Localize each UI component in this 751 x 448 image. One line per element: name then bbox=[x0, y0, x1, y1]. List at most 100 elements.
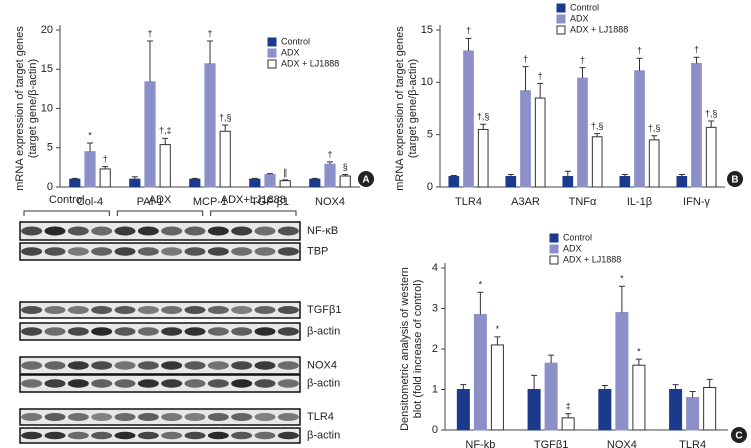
significance-mark: † bbox=[327, 149, 332, 159]
band-label: β-actin bbox=[307, 325, 340, 337]
y-axis-label: mRNA expression of target genes bbox=[14, 26, 26, 191]
legend-label: Control bbox=[281, 36, 310, 46]
significance-mark: * bbox=[479, 280, 483, 290]
blot-band bbox=[254, 327, 276, 336]
blot-band bbox=[91, 226, 113, 236]
blot-band bbox=[277, 306, 299, 314]
group-bracket bbox=[116, 210, 204, 216]
blot-band bbox=[21, 379, 43, 388]
bar bbox=[676, 176, 688, 188]
blot-band bbox=[231, 431, 253, 440]
error-bar bbox=[531, 374, 538, 390]
bar bbox=[189, 178, 201, 188]
blot-band bbox=[254, 361, 276, 370]
legend-label: ADX bbox=[563, 243, 582, 253]
legend-swatch bbox=[267, 59, 277, 69]
blot-band bbox=[67, 361, 89, 370]
bar bbox=[264, 173, 276, 188]
error-bar bbox=[131, 176, 138, 180]
blot-band bbox=[44, 361, 66, 370]
error-bar bbox=[579, 67, 586, 79]
blot-band bbox=[161, 327, 183, 336]
error-bar bbox=[494, 336, 501, 345]
blot-band bbox=[91, 431, 113, 440]
error-bar bbox=[564, 170, 571, 177]
bar bbox=[619, 176, 631, 188]
error-bar bbox=[465, 37, 472, 51]
error-bar bbox=[311, 177, 318, 180]
bar bbox=[144, 81, 156, 188]
significance-mark: * bbox=[88, 130, 92, 140]
blot-band bbox=[137, 431, 159, 440]
bar bbox=[84, 151, 96, 188]
y-tick-label: 10 bbox=[41, 102, 53, 114]
x-tick-label: TLR4 bbox=[679, 439, 706, 448]
significance-mark: † bbox=[147, 28, 152, 38]
significance-mark: † bbox=[538, 71, 543, 81]
blot-band bbox=[207, 413, 229, 421]
blot-band bbox=[231, 226, 253, 236]
significance-mark: † bbox=[466, 26, 471, 36]
legend-swatch bbox=[556, 14, 566, 24]
blot-band bbox=[137, 361, 159, 370]
blot-band bbox=[207, 361, 229, 370]
x-tick-label: NOX4 bbox=[315, 196, 345, 208]
blot-band bbox=[137, 247, 159, 256]
legend-label: ADX + LJ1888 bbox=[570, 24, 628, 34]
error-bar bbox=[621, 173, 628, 177]
bar bbox=[686, 397, 700, 431]
blot-band bbox=[207, 431, 229, 440]
y-tick-label: 2 bbox=[432, 343, 438, 355]
bar bbox=[204, 63, 216, 188]
blot-band bbox=[91, 327, 113, 336]
y-tick-label: 4 bbox=[432, 262, 438, 274]
error-bar bbox=[162, 137, 169, 145]
blot-band bbox=[67, 431, 89, 440]
blot-band bbox=[67, 226, 89, 236]
blot-box bbox=[19, 322, 301, 341]
y-axis-label: (target gene/β-actin) bbox=[407, 59, 419, 158]
y-axis-label: Densitometric analysis of western bbox=[399, 267, 411, 431]
error-bar bbox=[87, 142, 93, 152]
blot-band bbox=[231, 413, 253, 421]
panel-badge bbox=[731, 427, 747, 443]
bar bbox=[339, 175, 351, 188]
blot-band bbox=[114, 361, 136, 370]
x-tick-label: A3AR bbox=[511, 196, 540, 208]
y-tick-label: 15 bbox=[41, 63, 53, 75]
x-tick-label: TLR4 bbox=[455, 196, 482, 208]
bar bbox=[703, 386, 717, 431]
group-bracket bbox=[210, 210, 297, 216]
panel-letter: C bbox=[735, 431, 742, 442]
bar bbox=[505, 176, 517, 188]
error-bar bbox=[635, 358, 642, 366]
blot-band bbox=[207, 327, 229, 336]
panel-badge bbox=[727, 171, 743, 187]
group-label: Control bbox=[49, 194, 84, 206]
bar bbox=[634, 70, 645, 188]
group-label: ADX bbox=[149, 194, 172, 206]
significance-mark: †,‡ bbox=[159, 126, 172, 136]
significance-mark: †,§ bbox=[591, 121, 604, 131]
blot-band bbox=[184, 247, 206, 256]
blot-band bbox=[254, 226, 276, 236]
blot-band bbox=[21, 361, 43, 370]
blot-band bbox=[161, 431, 183, 440]
legend-label: Control bbox=[563, 232, 592, 242]
blot-band bbox=[184, 361, 206, 370]
blot-band bbox=[277, 413, 299, 421]
legend-swatch bbox=[549, 244, 559, 254]
bar bbox=[129, 178, 141, 188]
blot-band bbox=[114, 247, 136, 256]
blot-band bbox=[254, 247, 276, 256]
bar bbox=[448, 176, 460, 188]
significance-mark: ∥ bbox=[283, 167, 288, 177]
y-tick-label: 3 bbox=[432, 302, 438, 314]
blot-band bbox=[277, 226, 299, 236]
x-tick-label: TNFα bbox=[569, 196, 597, 208]
error-bar bbox=[537, 82, 544, 99]
blot-band bbox=[277, 431, 299, 440]
blot-band bbox=[207, 247, 229, 256]
blot-band bbox=[184, 413, 206, 421]
blot-band bbox=[44, 226, 66, 236]
